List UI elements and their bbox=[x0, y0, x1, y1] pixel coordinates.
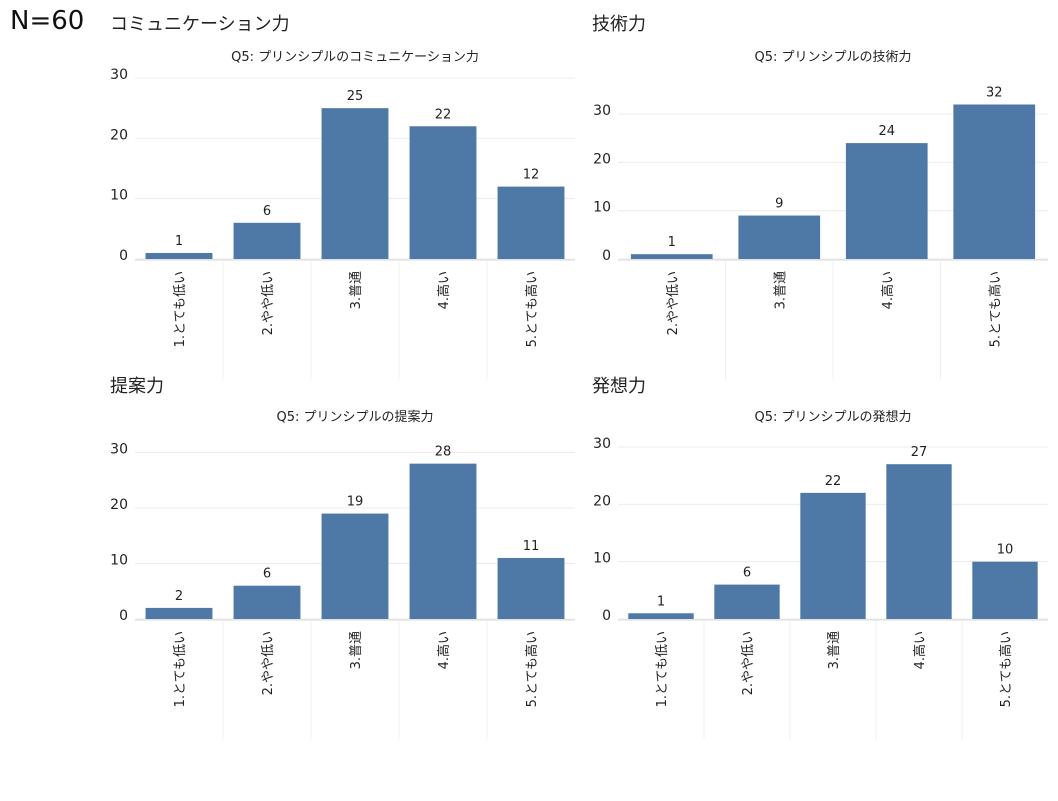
x-tick-label: 4.高い bbox=[436, 631, 452, 669]
bar bbox=[321, 108, 389, 260]
y-tick-label: 30 bbox=[593, 103, 611, 119]
y-tick-label: 10 bbox=[593, 551, 611, 567]
chart-title: Q5: プリンシプルの発想力 bbox=[754, 409, 911, 425]
x-tick-label: 5.とても高い bbox=[998, 631, 1014, 707]
x-tick-label: 2.やや低い bbox=[741, 631, 756, 695]
data-label: 10 bbox=[997, 543, 1014, 558]
bar bbox=[497, 557, 565, 619]
chart-communication: Q5: プリンシプルのコミュニケーション力 0 10 20 30 1 1.とても低い 6 2.や… bbox=[110, 50, 575, 379]
data-label: 19 bbox=[347, 495, 364, 510]
y-tick-label: 20 bbox=[110, 497, 128, 513]
bar bbox=[233, 585, 301, 619]
chart-title: Q5: プリンシプルのコミュニケーション力 bbox=[231, 50, 479, 65]
y-tick-label: 10 bbox=[110, 188, 128, 204]
panel-title-technical: 技術力 bbox=[592, 14, 646, 35]
data-label: 27 bbox=[911, 445, 928, 460]
y-tick-label: 0 bbox=[602, 248, 611, 264]
y-tick-label: 0 bbox=[602, 608, 611, 624]
x-tick-label: 3.普通 bbox=[773, 271, 788, 309]
bar bbox=[233, 222, 301, 259]
bar bbox=[145, 252, 213, 259]
data-label: 1 bbox=[175, 234, 183, 249]
x-tick-label: 2.やや低い bbox=[666, 271, 681, 335]
x-tick-label: 4.高い bbox=[912, 631, 928, 669]
y-tick-label: 20 bbox=[593, 493, 611, 509]
bar bbox=[953, 104, 1036, 259]
x-tick-label: 4.高い bbox=[880, 271, 896, 309]
bar bbox=[630, 254, 713, 259]
data-label: 6 bbox=[743, 566, 751, 581]
y-tick-label: 0 bbox=[119, 248, 128, 264]
x-tick-label: 5.とても高い bbox=[524, 631, 540, 707]
chart-ideation: Q5: プリンシプルの発想力 0 10 20 30 1 1.とても低い 6 2.やや低い 22 3.… bbox=[593, 409, 1048, 739]
panel-title-proposal: 提案力 bbox=[110, 376, 164, 397]
data-label: 1 bbox=[657, 594, 665, 609]
data-label: 6 bbox=[263, 204, 271, 219]
panel-title-communication: コミュニケーション力 bbox=[110, 14, 290, 35]
data-label: 12 bbox=[523, 168, 540, 183]
bar bbox=[845, 143, 928, 259]
x-tick-label: 3.普通 bbox=[349, 631, 364, 669]
bar bbox=[321, 513, 389, 619]
y-tick-label: 30 bbox=[593, 436, 611, 452]
bar bbox=[628, 613, 694, 619]
data-label: 22 bbox=[825, 474, 842, 489]
panel-title-ideation: 発想力 bbox=[592, 376, 646, 397]
bar bbox=[714, 584, 780, 619]
chart-technical: Q5: プリンシプルの技術力 0 10 20 30 1 2.やや低い 9 3.普通 24 4.高い 3… bbox=[593, 50, 1048, 379]
x-tick-label: 1.とても低い bbox=[173, 631, 188, 707]
bar bbox=[497, 186, 565, 259]
bar bbox=[409, 126, 477, 260]
y-tick-label: 10 bbox=[110, 553, 128, 569]
x-tick-label: 5.とても高い bbox=[524, 271, 540, 347]
data-label: 28 bbox=[435, 445, 452, 460]
data-label: 32 bbox=[986, 85, 1003, 100]
x-tick-label: 4.高い bbox=[436, 271, 452, 309]
data-label: 24 bbox=[878, 124, 895, 139]
data-label: 6 bbox=[263, 567, 271, 582]
x-tick-label: 1.とても低い bbox=[655, 631, 670, 707]
data-label: 22 bbox=[435, 107, 452, 122]
data-label: 25 bbox=[347, 89, 364, 104]
data-label: 11 bbox=[523, 539, 540, 554]
y-tick-label: 20 bbox=[593, 151, 611, 167]
y-tick-label: 30 bbox=[110, 67, 128, 83]
chart-title: Q5: プリンシプルの技術力 bbox=[754, 50, 911, 65]
x-tick-label: 2.やや低い bbox=[261, 631, 276, 695]
y-tick-label: 10 bbox=[593, 200, 611, 216]
chart-title: Q5: プリンシプルの提案力 bbox=[276, 409, 433, 425]
data-label: 9 bbox=[775, 197, 783, 212]
y-tick-label: 20 bbox=[110, 127, 128, 143]
bar bbox=[800, 492, 866, 619]
data-label: 2 bbox=[175, 589, 183, 604]
data-label: 1 bbox=[668, 235, 676, 250]
sample-size-label: N=60 bbox=[10, 6, 85, 36]
x-tick-label: 3.普通 bbox=[827, 631, 842, 669]
x-tick-label: 1.とても低い bbox=[173, 271, 188, 347]
y-tick-label: 30 bbox=[110, 442, 128, 458]
bar bbox=[972, 561, 1038, 619]
x-tick-label: 3.普通 bbox=[349, 271, 364, 309]
bar bbox=[886, 464, 952, 619]
bar bbox=[409, 463, 477, 619]
y-tick-label: 0 bbox=[119, 608, 128, 624]
bar bbox=[145, 607, 213, 619]
x-tick-label: 5.とても高い bbox=[987, 271, 1003, 347]
chart-proposal: Q5: プリンシプルの提案力 0 10 20 30 2 1.とても低い 6 2.やや低い 19 3.… bbox=[110, 409, 575, 739]
bar bbox=[738, 215, 821, 259]
x-tick-label: 2.やや低い bbox=[261, 271, 276, 335]
